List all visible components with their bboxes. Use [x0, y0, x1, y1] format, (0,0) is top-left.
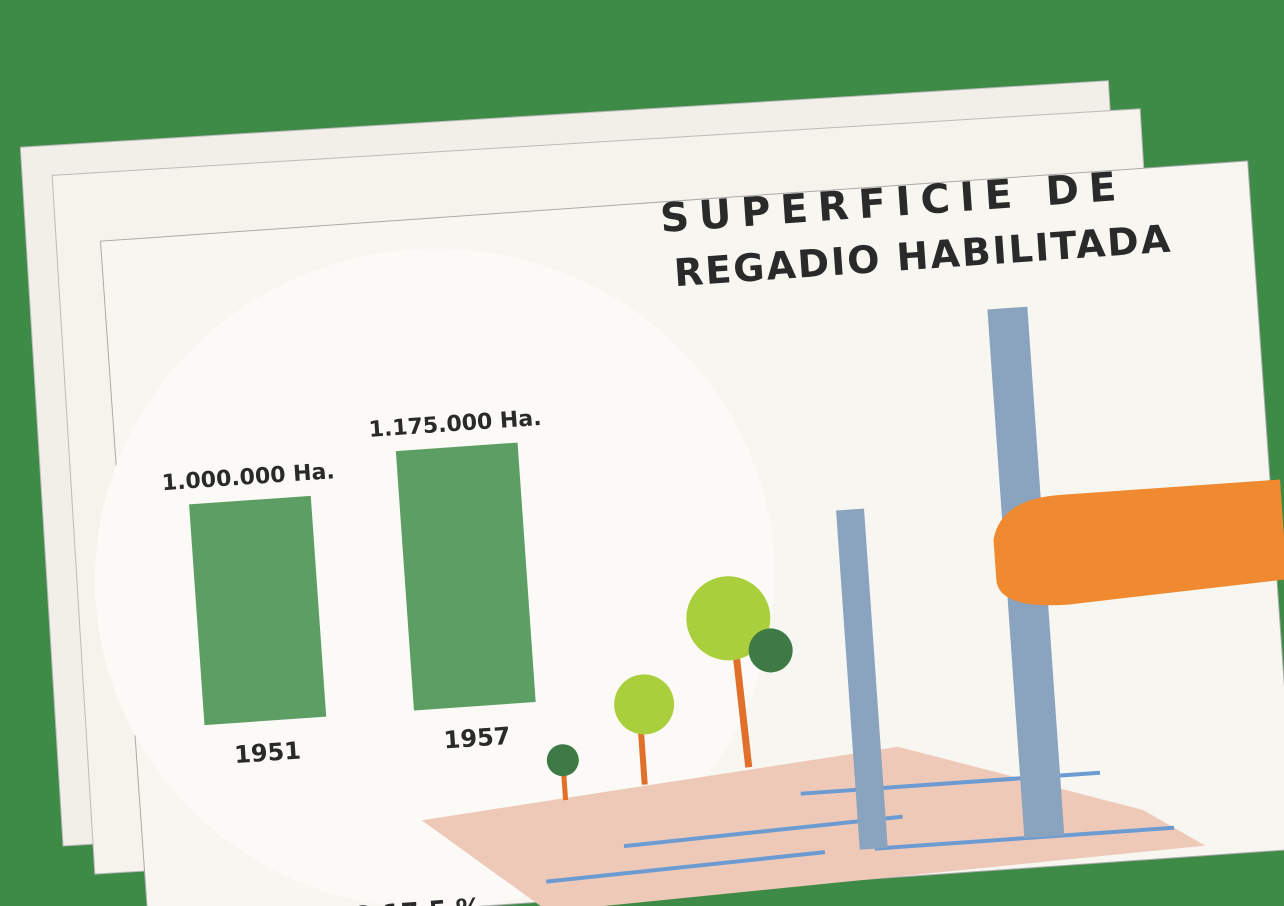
poster: SUPERFICIE DE REGADIO HABILITADA AUMENTO…	[0, 0, 1284, 906]
chart-sheet: SUPERFICIE DE REGADIO HABILITADA AUMENTO…	[70, 154, 1284, 906]
x-tick-label: 1951	[233, 736, 302, 769]
bar	[189, 496, 326, 725]
bar	[396, 443, 536, 711]
x-tick-label: 1957	[443, 722, 512, 755]
